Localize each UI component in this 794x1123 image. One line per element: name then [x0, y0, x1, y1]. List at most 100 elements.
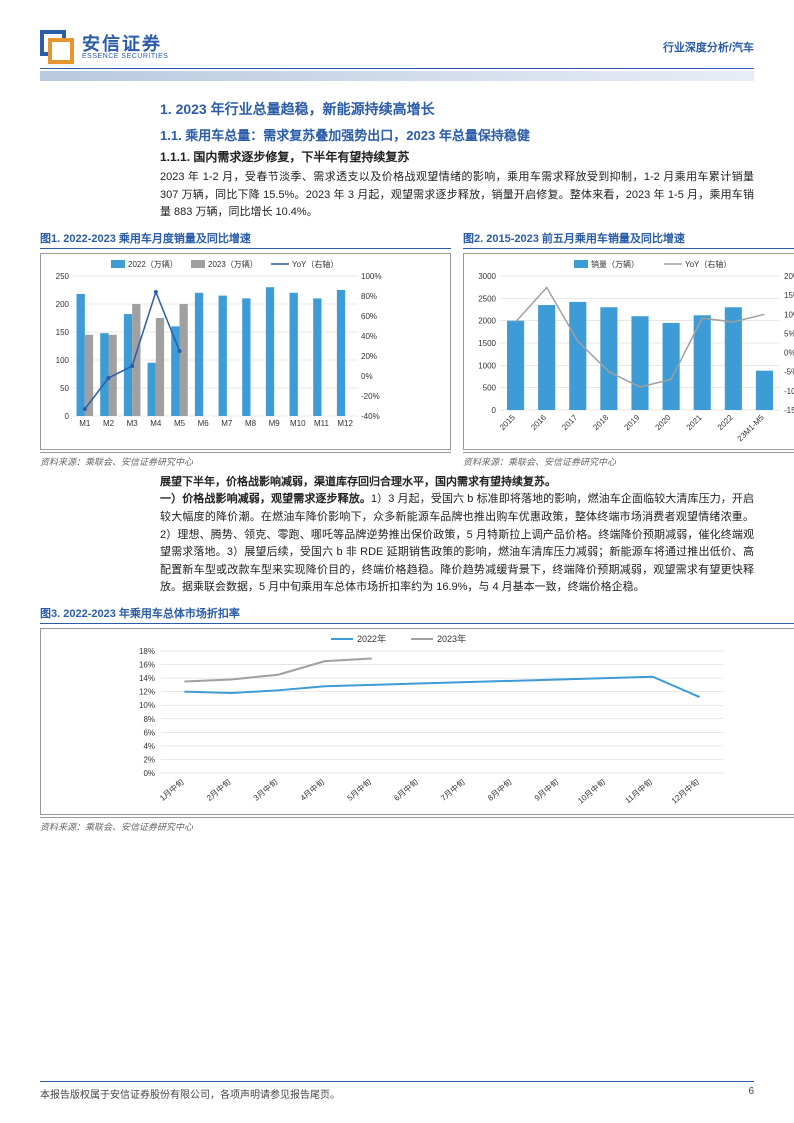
svg-text:7月中旬: 7月中旬 — [438, 777, 466, 803]
svg-text:10月中旬: 10月中旬 — [576, 777, 608, 806]
svg-text:2015: 2015 — [498, 412, 517, 431]
svg-text:M11: M11 — [314, 419, 330, 428]
footer-page-num: 6 — [748, 1086, 754, 1101]
svg-text:M1: M1 — [79, 419, 91, 428]
svg-text:3000: 3000 — [478, 272, 496, 281]
svg-text:10%: 10% — [139, 701, 155, 710]
svg-text:18%: 18% — [139, 647, 155, 656]
svg-text:2022: 2022 — [716, 412, 735, 431]
svg-text:1000: 1000 — [478, 361, 496, 370]
page-footer: 本报告版权属于安信证券股份有限公司，各项声明请参见报告尾页。 6 — [40, 1081, 754, 1101]
svg-text:M12: M12 — [337, 419, 353, 428]
svg-text:2%: 2% — [143, 755, 155, 764]
svg-text:M8: M8 — [245, 419, 257, 428]
svg-text:14%: 14% — [139, 674, 155, 683]
svg-text:2023年: 2023年 — [437, 633, 466, 644]
svg-text:40%: 40% — [361, 332, 377, 341]
para2-bold2: 一）价格战影响减弱，观望需求逐步释放。 — [160, 493, 371, 505]
chart-1-source: 资料来源：乘联会、安信证券研究中心 — [40, 452, 451, 468]
svg-text:20%: 20% — [361, 352, 377, 361]
chart-2: 图2. 2015-2023 前五月乘用车销量及同比增速 销量（万辆） YoY（右轴… — [463, 230, 794, 468]
chart-2-svg: 销量（万辆） YoY（右轴） 0 500 1000 1500 2000 2500 3000 -15… — [464, 254, 794, 444]
svg-text:9月中旬: 9月中旬 — [532, 777, 560, 803]
svg-text:M9: M9 — [269, 419, 281, 428]
chart-1: 图1. 2022-2023 乘用车月度销量及同比增速 2022（万辆） 2023（… — [40, 230, 451, 468]
svg-text:-40%: -40% — [361, 412, 380, 421]
svg-text:1500: 1500 — [478, 339, 496, 348]
logo: 安信证券 ESSENCE SECURITIES — [40, 30, 168, 64]
footer-left: 本报告版权属于安信证券股份有限公司，各项声明请参见报告尾页。 — [40, 1086, 340, 1101]
svg-text:150: 150 — [56, 328, 70, 337]
svg-text:2019: 2019 — [622, 412, 641, 431]
svg-text:M2: M2 — [103, 419, 115, 428]
svg-text:200: 200 — [56, 300, 70, 309]
svg-text:2000: 2000 — [478, 316, 496, 325]
svg-text:YoY（右轴）: YoY（右轴） — [685, 259, 731, 269]
svg-text:-20%: -20% — [361, 392, 380, 401]
svg-text:2月中旬: 2月中旬 — [204, 777, 232, 803]
svg-text:2022年: 2022年 — [357, 633, 386, 644]
svg-text:12月中旬: 12月中旬 — [669, 777, 701, 806]
chart-3: 图3. 2022-2023 年乘用车总体市场折扣率 2022年 2023年 0% 2%… — [40, 605, 794, 833]
svg-text:2023（万辆）: 2023（万辆） — [208, 259, 258, 269]
svg-text:M3: M3 — [127, 419, 139, 428]
svg-text:-15%: -15% — [784, 406, 794, 415]
svg-text:11月中旬: 11月中旬 — [623, 777, 654, 805]
svg-text:4月中旬: 4月中旬 — [298, 777, 326, 803]
svg-text:-5%: -5% — [784, 367, 794, 376]
chart-3-title: 图3. 2022-2023 年乘用车总体市场折扣率 — [40, 605, 794, 624]
svg-text:100%: 100% — [361, 272, 381, 281]
svg-text:0%: 0% — [143, 769, 155, 778]
heading-3: 1.1.1. 国内需求逐步修复，下半年有望持续复苏 — [160, 148, 754, 165]
svg-text:0%: 0% — [784, 348, 794, 357]
heading-1: 1. 2023 年行业总量趋稳，新能源持续高增长 — [160, 99, 754, 119]
paragraph-2: 展望下半年，价格战影响减弱，渠道库存回归合理水平，国内需求有望持续复苏。 一）价… — [160, 474, 754, 597]
svg-text:1月中旬: 1月中旬 — [157, 777, 185, 803]
svg-text:YoY（右轴）: YoY（右轴） — [292, 259, 338, 269]
charts-row: 图1. 2022-2023 乘用车月度销量及同比增速 2022（万辆） 2023（… — [40, 230, 794, 468]
svg-text:0: 0 — [492, 406, 497, 415]
doc-category: 行业深度分析/汽车 — [663, 39, 754, 55]
svg-text:M5: M5 — [174, 419, 186, 428]
svg-text:5月中旬: 5月中旬 — [345, 777, 373, 803]
svg-text:12%: 12% — [139, 688, 155, 697]
heading-2: 1.1. 乘用车总量：需求复苏叠加强势出口，2023 年总量保持稳健 — [160, 125, 754, 144]
svg-text:2020: 2020 — [654, 412, 673, 431]
svg-text:M4: M4 — [150, 419, 162, 428]
svg-text:2500: 2500 — [478, 294, 496, 303]
svg-text:500: 500 — [483, 383, 497, 392]
svg-text:M10: M10 — [290, 419, 306, 428]
svg-text:0: 0 — [65, 412, 70, 421]
svg-text:2017: 2017 — [560, 412, 579, 431]
svg-text:16%: 16% — [139, 660, 155, 669]
chart-1-svg: 2022（万辆） 2023（万辆） YoY（右轴） 0 50 100 150 200 250 -4… — [41, 254, 389, 444]
svg-text:6%: 6% — [143, 728, 155, 737]
svg-text:2022（万辆）: 2022（万辆） — [128, 259, 178, 269]
chart-2-title: 图2. 2015-2023 前五月乘用车销量及同比增速 — [463, 230, 794, 249]
page-header: 安信证券 ESSENCE SECURITIES 行业深度分析/汽车 — [40, 30, 754, 69]
svg-text:2016: 2016 — [529, 412, 548, 431]
svg-text:8月中旬: 8月中旬 — [485, 777, 513, 803]
svg-text:4%: 4% — [143, 742, 155, 751]
svg-text:销量（万辆）: 销量（万辆） — [591, 259, 639, 269]
svg-text:2018: 2018 — [591, 412, 610, 431]
chart-2-source: 资料来源：乘联会、安信证券研究中心 — [463, 452, 794, 468]
svg-text:60%: 60% — [361, 312, 377, 321]
svg-text:3月中旬: 3月中旬 — [251, 777, 279, 803]
svg-text:2021: 2021 — [685, 412, 704, 431]
para2-body: 1）3 月起，受国六 b 标准即将落地的影响，燃油车企面临较大清库压力，开启较大… — [160, 493, 754, 593]
paragraph-1: 2023 年 1-2 月，受春节淡季、需求透支以及价格战观望情绪的影响，乘用车需… — [160, 169, 754, 222]
para2-bold: 展望下半年，价格战影响减弱，渠道库存回归合理水平，国内需求有望持续复苏。 — [160, 476, 556, 488]
chart-3-svg: 2022年 2023年 0% 2% 4% 6% 8% 10% 12% 14% 16% 18% 1月中旬 2… — [41, 629, 753, 809]
svg-text:250: 250 — [56, 272, 70, 281]
svg-text:100: 100 — [56, 356, 70, 365]
svg-text:8%: 8% — [143, 715, 155, 724]
logo-cn: 安信证券 — [82, 35, 168, 53]
svg-text:6月中旬: 6月中旬 — [392, 777, 420, 803]
chart-1-title: 图1. 2022-2023 乘用车月度销量及同比增速 — [40, 230, 451, 249]
header-bar — [40, 71, 754, 81]
svg-text:5%: 5% — [784, 329, 794, 338]
svg-text:M6: M6 — [198, 419, 210, 428]
svg-text:50: 50 — [60, 384, 69, 393]
chart-3-source: 资料来源：乘联会、安信证券研究中心 — [40, 817, 794, 833]
